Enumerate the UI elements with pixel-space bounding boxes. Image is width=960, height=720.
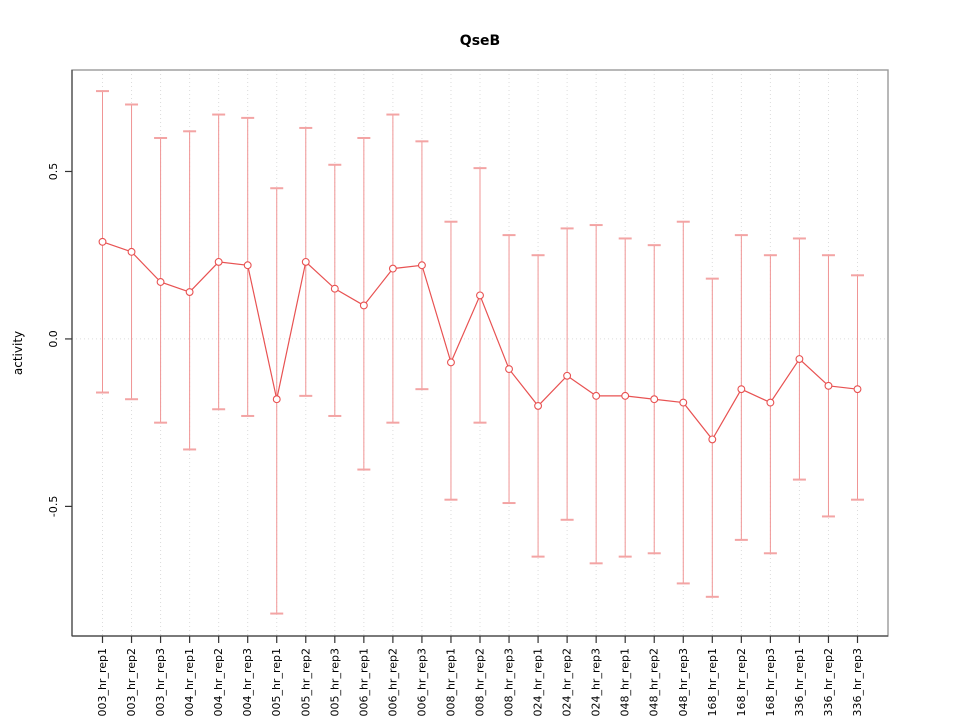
data-point xyxy=(156,278,165,286)
x-tick-label: 024_hr_rep1 xyxy=(532,648,545,717)
data-point xyxy=(359,301,368,310)
data-point xyxy=(679,398,688,407)
x-tick-label: 005_hr_rep1 xyxy=(270,648,283,717)
data-point xyxy=(534,401,543,410)
x-tick-label: 048_hr_rep1 xyxy=(619,648,632,717)
data-point xyxy=(185,288,194,296)
data-point xyxy=(650,395,659,404)
y-tick-label: -0.5 xyxy=(47,496,60,517)
x-tick-label: 336_hr_rep2 xyxy=(822,648,835,717)
y-tick-label: 0.0 xyxy=(47,330,60,348)
data-point xyxy=(272,395,281,404)
data-point xyxy=(330,284,339,293)
data-point xyxy=(505,365,513,374)
data-point xyxy=(243,261,252,270)
x-tick-label: 048_hr_rep2 xyxy=(648,648,661,717)
data-point xyxy=(708,435,717,444)
x-tick-label: 006_hr_rep3 xyxy=(415,648,428,717)
x-tick-label: 003_hr_rep2 xyxy=(125,648,138,717)
x-tick-label: 008_hr_rep3 xyxy=(503,648,516,717)
x-tick-label: 003_hr_rep3 xyxy=(154,648,167,717)
x-tick-label: 008_hr_rep1 xyxy=(444,648,457,717)
x-tick-label: 024_hr_rep3 xyxy=(590,648,603,717)
data-point xyxy=(795,355,804,363)
data-point xyxy=(476,291,484,300)
data-point xyxy=(388,264,397,273)
data-point xyxy=(592,391,601,400)
x-tick-label: 003_hr_rep1 xyxy=(96,648,109,717)
data-point xyxy=(301,257,310,266)
data-point xyxy=(98,237,107,246)
x-tick-label: 168_hr_rep2 xyxy=(735,648,748,717)
x-tick-label: 004_hr_rep1 xyxy=(183,648,196,717)
y-tick-label: 0.5 xyxy=(47,163,60,181)
x-tick-label: 006_hr_rep1 xyxy=(357,648,370,717)
data-point xyxy=(417,261,426,270)
x-tick-label: 024_hr_rep2 xyxy=(561,648,574,717)
data-point xyxy=(127,247,136,256)
x-tick-label: 005_hr_rep3 xyxy=(328,648,341,717)
x-tick-label: 006_hr_rep2 xyxy=(386,648,399,717)
x-tick-label: 336_hr_rep3 xyxy=(851,648,864,717)
data-point xyxy=(621,391,630,400)
data-point xyxy=(214,257,223,266)
y-axis-label: activity xyxy=(11,331,25,375)
x-tick-label: 336_hr_rep1 xyxy=(793,648,806,717)
data-point xyxy=(853,385,862,394)
data-point xyxy=(447,358,455,367)
data-point xyxy=(737,385,746,394)
data-point xyxy=(766,398,775,407)
x-tick-label: 048_hr_rep3 xyxy=(677,648,690,717)
x-tick-label: 004_hr_rep2 xyxy=(212,648,225,717)
x-tick-label: 004_hr_rep3 xyxy=(241,648,254,717)
x-tick-label: 005_hr_rep2 xyxy=(299,648,312,717)
x-tick-label: 168_hr_rep1 xyxy=(706,648,719,717)
data-point xyxy=(824,381,833,390)
x-tick-label: 168_hr_rep3 xyxy=(764,648,777,717)
x-tick-label: 008_hr_rep2 xyxy=(474,648,487,717)
chart-title: QseB xyxy=(460,33,500,49)
data-point xyxy=(563,371,572,380)
